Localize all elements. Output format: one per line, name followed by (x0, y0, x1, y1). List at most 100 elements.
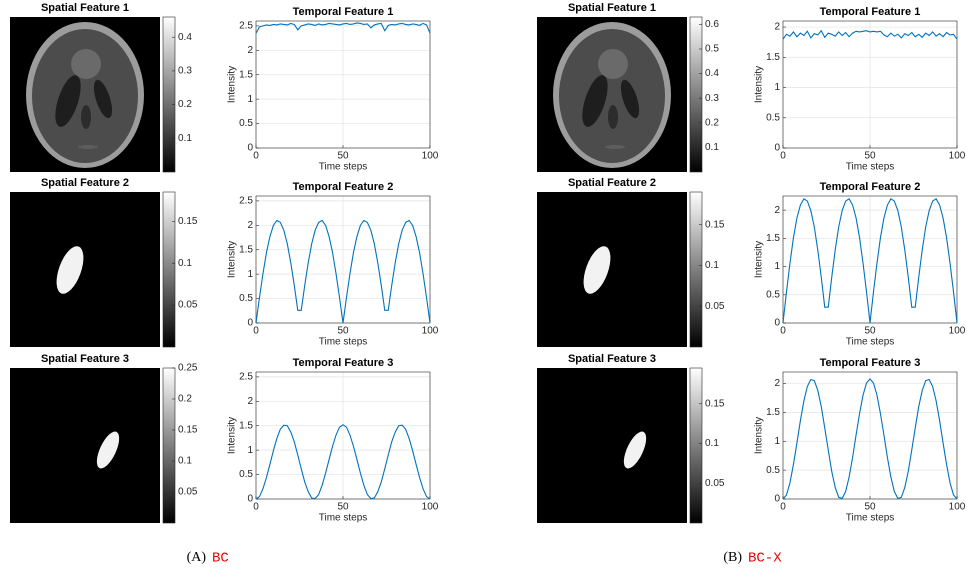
x-tick-label: 50 (864, 502, 876, 513)
image-background (10, 192, 160, 347)
x-tick-label: 0 (780, 326, 786, 337)
chart-title: Spatial Feature 2 (568, 177, 656, 189)
y-tick-label: 0.5 (239, 469, 253, 480)
colorbar-tick-label: 0.1 (178, 456, 192, 467)
phantom-mid (81, 105, 91, 129)
chart-title: Temporal Feature 1 (293, 6, 394, 18)
image-background (537, 192, 687, 347)
y-axis-label: Intensity (227, 241, 238, 278)
colorbar-tick-label: 0.2 (178, 394, 192, 405)
caption-text: BC-X (748, 551, 782, 567)
y-tick-label: 1.5 (766, 407, 780, 418)
x-axis-label: Time steps (319, 337, 368, 348)
y-tick-label: 2 (774, 205, 780, 216)
colorbar-tick-label: 0.15 (178, 216, 198, 227)
y-axis-label: Intensity (227, 66, 238, 103)
y-tick-label: 1 (247, 269, 253, 280)
colorbar-tick-label: 0.1 (705, 142, 719, 153)
colorbar-tick-label: 0.05 (705, 301, 725, 312)
y-tick-label: 2 (774, 378, 780, 389)
colorbar-tick-label: 0.05 (705, 478, 725, 489)
y-tick-label: 0.5 (766, 465, 780, 476)
x-axis-label: Time steps (319, 162, 368, 173)
y-tick-label: 1 (247, 94, 253, 105)
colorbar (163, 368, 175, 523)
colorbar-tick-label: 0.1 (178, 133, 192, 144)
y-tick-label: 0.5 (766, 112, 780, 123)
y-tick-label: 1 (774, 436, 780, 447)
y-tick-label: 1.5 (239, 244, 253, 255)
y-tick-label: 2 (774, 22, 780, 33)
colorbar-tick-label: 0.4 (178, 32, 192, 43)
x-axis-label: Time steps (846, 513, 895, 524)
colorbar-tick-label: 0.05 (178, 300, 198, 311)
colorbar-tick-label: 0.6 (705, 19, 719, 30)
colorbar-tick-label: 0.25 (178, 363, 198, 374)
x-tick-label: 0 (253, 502, 259, 513)
colorbar (690, 368, 702, 523)
colorbar-tick-label: 0.5 (705, 44, 719, 55)
y-tick-label: 2 (247, 220, 253, 231)
y-tick-label: 1.5 (239, 69, 253, 80)
chart-title: Temporal Feature 3 (293, 357, 394, 369)
image (537, 192, 687, 347)
x-axis-label: Time steps (319, 513, 368, 524)
x-tick-label: 100 (422, 502, 439, 513)
y-tick-label: 1 (774, 82, 780, 93)
x-tick-label: 50 (864, 326, 876, 337)
y-axis-label: Intensity (227, 417, 238, 454)
x-tick-label: 100 (949, 151, 966, 162)
colorbar-tick-label: 0.2 (178, 99, 192, 110)
caption-label: (A) (187, 550, 207, 565)
colorbar-tick-label: 0.15 (705, 398, 725, 409)
y-tick-label: 0.5 (239, 118, 253, 129)
colorbar-tick-label: 0.1 (705, 260, 719, 271)
image (10, 368, 160, 523)
y-tick-label: 1.5 (239, 420, 253, 431)
colorbar (163, 17, 175, 172)
x-tick-label: 100 (422, 326, 439, 337)
phantom-top (598, 49, 628, 79)
x-axis-label: Time steps (846, 162, 895, 173)
y-tick-label: 2.5 (239, 372, 253, 383)
colorbar (690, 192, 702, 347)
y-tick-label: 2 (247, 45, 253, 56)
colorbar-tick-label: 0.1 (178, 258, 192, 269)
colorbar-tick-label: 0.15 (178, 425, 198, 436)
x-tick-label: 100 (422, 151, 439, 162)
chart-title: Temporal Feature 2 (820, 181, 921, 193)
colorbar (163, 192, 175, 347)
x-tick-label: 0 (253, 151, 259, 162)
image-background (537, 368, 687, 523)
colorbar-tick-label: 0.3 (178, 66, 192, 77)
colorbar-tick-label: 0.2 (705, 117, 719, 128)
image (10, 192, 160, 347)
chart-title: Spatial Feature 3 (568, 353, 656, 365)
x-tick-label: 50 (337, 326, 349, 337)
y-tick-label: 2.5 (239, 196, 253, 207)
chart-title: Spatial Feature 1 (41, 2, 129, 14)
chart-title: Temporal Feature 3 (820, 357, 921, 369)
y-axis-label: Intensity (754, 241, 765, 278)
chart-title: Temporal Feature 2 (293, 181, 394, 193)
phantom-dots (78, 145, 98, 149)
y-tick-label: 1.5 (766, 52, 780, 63)
x-tick-label: 100 (949, 326, 966, 337)
y-axis-label: Intensity (754, 417, 765, 454)
x-tick-label: 0 (780, 151, 786, 162)
colorbar-tick-label: 0.15 (705, 219, 725, 230)
x-axis-label: Time steps (846, 337, 895, 348)
y-tick-label: 2 (247, 396, 253, 407)
y-tick-label: 0.5 (766, 289, 780, 300)
phantom-dots (605, 145, 625, 149)
y-tick-label: 0.5 (239, 293, 253, 304)
colorbar-tick-label: 0.05 (178, 487, 198, 498)
colorbar-tick-label: 0.1 (705, 438, 719, 449)
x-tick-label: 50 (337, 151, 349, 162)
chart-title: Spatial Feature 3 (41, 353, 129, 365)
x-tick-label: 0 (780, 502, 786, 513)
image (537, 17, 687, 172)
phantom-mid (608, 105, 618, 129)
image (537, 368, 687, 523)
y-axis-label: Intensity (754, 66, 765, 103)
